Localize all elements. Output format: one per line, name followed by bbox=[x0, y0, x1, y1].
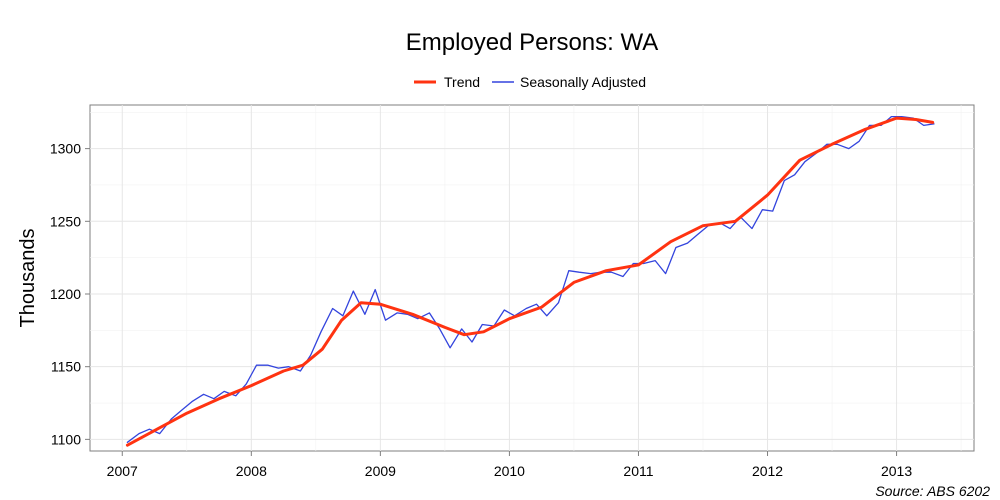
x-tick-label-2013: 2013 bbox=[881, 463, 912, 479]
grid-major bbox=[90, 105, 974, 451]
x-tick-label-2010: 2010 bbox=[494, 463, 525, 479]
plot-panel bbox=[89, 104, 975, 452]
source-note: Source: ABS 6202 bbox=[875, 483, 990, 499]
series-line-seasonally-adjusted bbox=[126, 115, 935, 443]
x-tick-label-2008: 2008 bbox=[236, 463, 267, 479]
y-tick-label-1250: 1250 bbox=[50, 213, 81, 229]
series-line-trend bbox=[125, 116, 935, 447]
y-tick-label-1150: 1150 bbox=[51, 359, 81, 375]
series-layer bbox=[125, 115, 935, 447]
y-tick-label-1300: 1300 bbox=[50, 141, 81, 157]
legend: Trend Seasonally Adjusted bbox=[414, 74, 646, 90]
y-tick-label-1100: 1100 bbox=[51, 431, 81, 447]
x-tick-label-2009: 2009 bbox=[365, 463, 396, 479]
legend-label-seasonally-adjusted: Seasonally Adjusted bbox=[520, 74, 646, 90]
y-axis: 1100 1150 1200 1250 1300 bbox=[50, 141, 90, 447]
x-tick-label-2012: 2012 bbox=[752, 463, 783, 479]
grid-minor bbox=[90, 105, 974, 451]
x-tick-label-2011: 2011 bbox=[623, 463, 653, 479]
y-tick-label-1200: 1200 bbox=[50, 286, 81, 302]
x-tick-label-2007: 2007 bbox=[107, 463, 138, 479]
y-axis-label: Thousands bbox=[17, 229, 39, 328]
x-axis: 2007 2008 2009 2010 2011 2012 2013 bbox=[107, 451, 912, 479]
chart-title: Employed Persons: WA bbox=[406, 29, 659, 56]
legend-label-trend: Trend bbox=[444, 74, 480, 90]
